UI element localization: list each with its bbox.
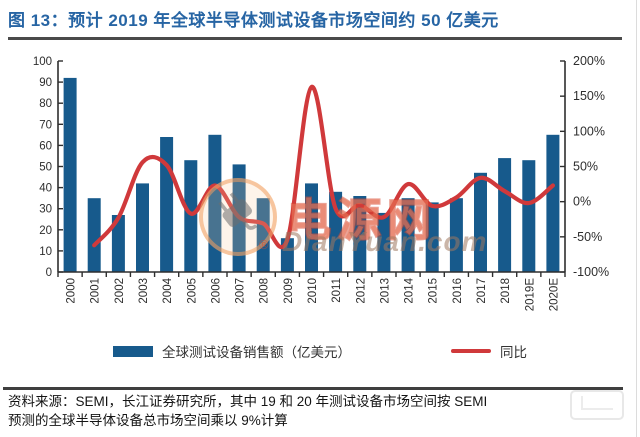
right-axis-tick-label: -50% <box>573 230 602 244</box>
left-axis-tick-label: 100 <box>33 56 52 68</box>
left-axis-tick-label: 40 <box>39 183 52 195</box>
bar-2014 <box>401 198 415 272</box>
bar-2015 <box>425 202 439 272</box>
bar-2004 <box>160 137 174 272</box>
x-axis-label-2008: 2008 <box>259 278 271 304</box>
right-axis-tick-label: 150% <box>573 89 605 103</box>
bar-2012 <box>353 196 367 272</box>
bar-series-label: 全球测试设备销售额（亿美元） <box>162 345 351 360</box>
x-axis-label-2013: 2013 <box>379 278 391 304</box>
x-axis-label-2002: 2002 <box>114 278 126 304</box>
bar-2000 <box>63 77 77 273</box>
bar-2002 <box>111 215 125 272</box>
bar-2001 <box>87 198 101 272</box>
title-divider <box>8 37 622 40</box>
left-axis-tick-label: 10 <box>39 246 52 258</box>
bar-2010 <box>305 183 318 272</box>
bar-2008 <box>256 198 270 272</box>
source-note-line1: 资料来源：SEMI，长江证券研究所，其中 19 和 20 年测试设备市场空间按 … <box>8 394 488 409</box>
x-axis-label-2016: 2016 <box>452 278 464 304</box>
source-note-line2: 预测的全球半导体设备总市场空间乘以 9%计算 <box>8 413 288 428</box>
yoy-line <box>92 84 555 250</box>
line-series-swatch <box>451 349 491 353</box>
right-axis-tick-label: 50% <box>573 160 598 174</box>
source-divider <box>3 387 623 390</box>
right-axis-tick-label: -100% <box>573 265 609 279</box>
combo-chart-canvas: 0 10 20 30 40 50 60 70 80 90 100 -100% -50% 0% 50% 100%… <box>33 54 609 312</box>
x-axis-label-2017: 2017 <box>476 278 488 304</box>
right-axis-tick-label: 200% <box>573 54 605 68</box>
x-axis-label-2012: 2012 <box>355 278 367 304</box>
bar-2019E <box>522 160 536 272</box>
x-axis-label-2006: 2006 <box>210 278 222 304</box>
left-axis-tick-label: 50 <box>39 162 52 174</box>
source-note: 资料来源：SEMI，长江证券研究所，其中 19 和 20 年测试设备市场空间按 … <box>8 392 628 430</box>
bar-2003 <box>136 183 149 272</box>
bar-2006 <box>208 134 222 272</box>
x-axis-label-2019E: 2019E <box>524 278 536 312</box>
x-axis-label-2020E: 2020E <box>548 278 560 312</box>
x-axis-label-2004: 2004 <box>162 277 174 303</box>
bar-series-swatch <box>113 345 153 357</box>
legend-item-yoy: 同比 <box>451 341 527 361</box>
left-axis-tick-label: 90 <box>39 77 52 89</box>
x-axis-label-2010: 2010 <box>307 278 319 304</box>
left-axis-tick-label: 20 <box>39 225 52 237</box>
x-axis-label-2015: 2015 <box>428 278 440 304</box>
bar-2005 <box>184 160 198 272</box>
x-axis-label-2003: 2003 <box>138 278 150 304</box>
left-axis-tick-label: 60 <box>39 140 52 152</box>
x-axis-label-2009: 2009 <box>283 278 295 304</box>
left-axis-tick-label: 70 <box>39 119 52 131</box>
chart-legend: 全球测试设备销售额（亿美元） 同比 <box>0 338 640 364</box>
left-axis-tick-label: 80 <box>39 98 52 110</box>
right-axis-tick-label: 100% <box>573 124 605 138</box>
bar-2013 <box>377 212 391 272</box>
left-axis-tick-label: 0 <box>46 267 52 279</box>
x-axis-label-2005: 2005 <box>186 278 198 304</box>
figure-title: 图 13：预计 2019 年全球半导体测试设备市场空间约 50 亿美元 <box>8 11 499 30</box>
bar-2017 <box>474 172 487 272</box>
x-axis-label-2001: 2001 <box>90 278 102 304</box>
right-axis-tick-label: 0% <box>573 195 591 209</box>
x-axis-label-2000: 2000 <box>66 278 78 304</box>
bar-2018 <box>498 158 512 272</box>
line-series-label: 同比 <box>500 345 527 360</box>
left-axis-tick-label: 30 <box>39 204 52 216</box>
bar-2016 <box>449 198 463 272</box>
legend-item-sales: 全球测试设备销售额（亿美元） <box>113 341 351 361</box>
x-axis-label-2007: 2007 <box>235 278 247 304</box>
x-axis-label-2014: 2014 <box>404 277 416 303</box>
bar-2020E <box>546 134 560 272</box>
x-axis-label-2011: 2011 <box>331 278 343 303</box>
page-edge <box>636 0 637 437</box>
x-axis-label-2018: 2018 <box>500 278 512 304</box>
